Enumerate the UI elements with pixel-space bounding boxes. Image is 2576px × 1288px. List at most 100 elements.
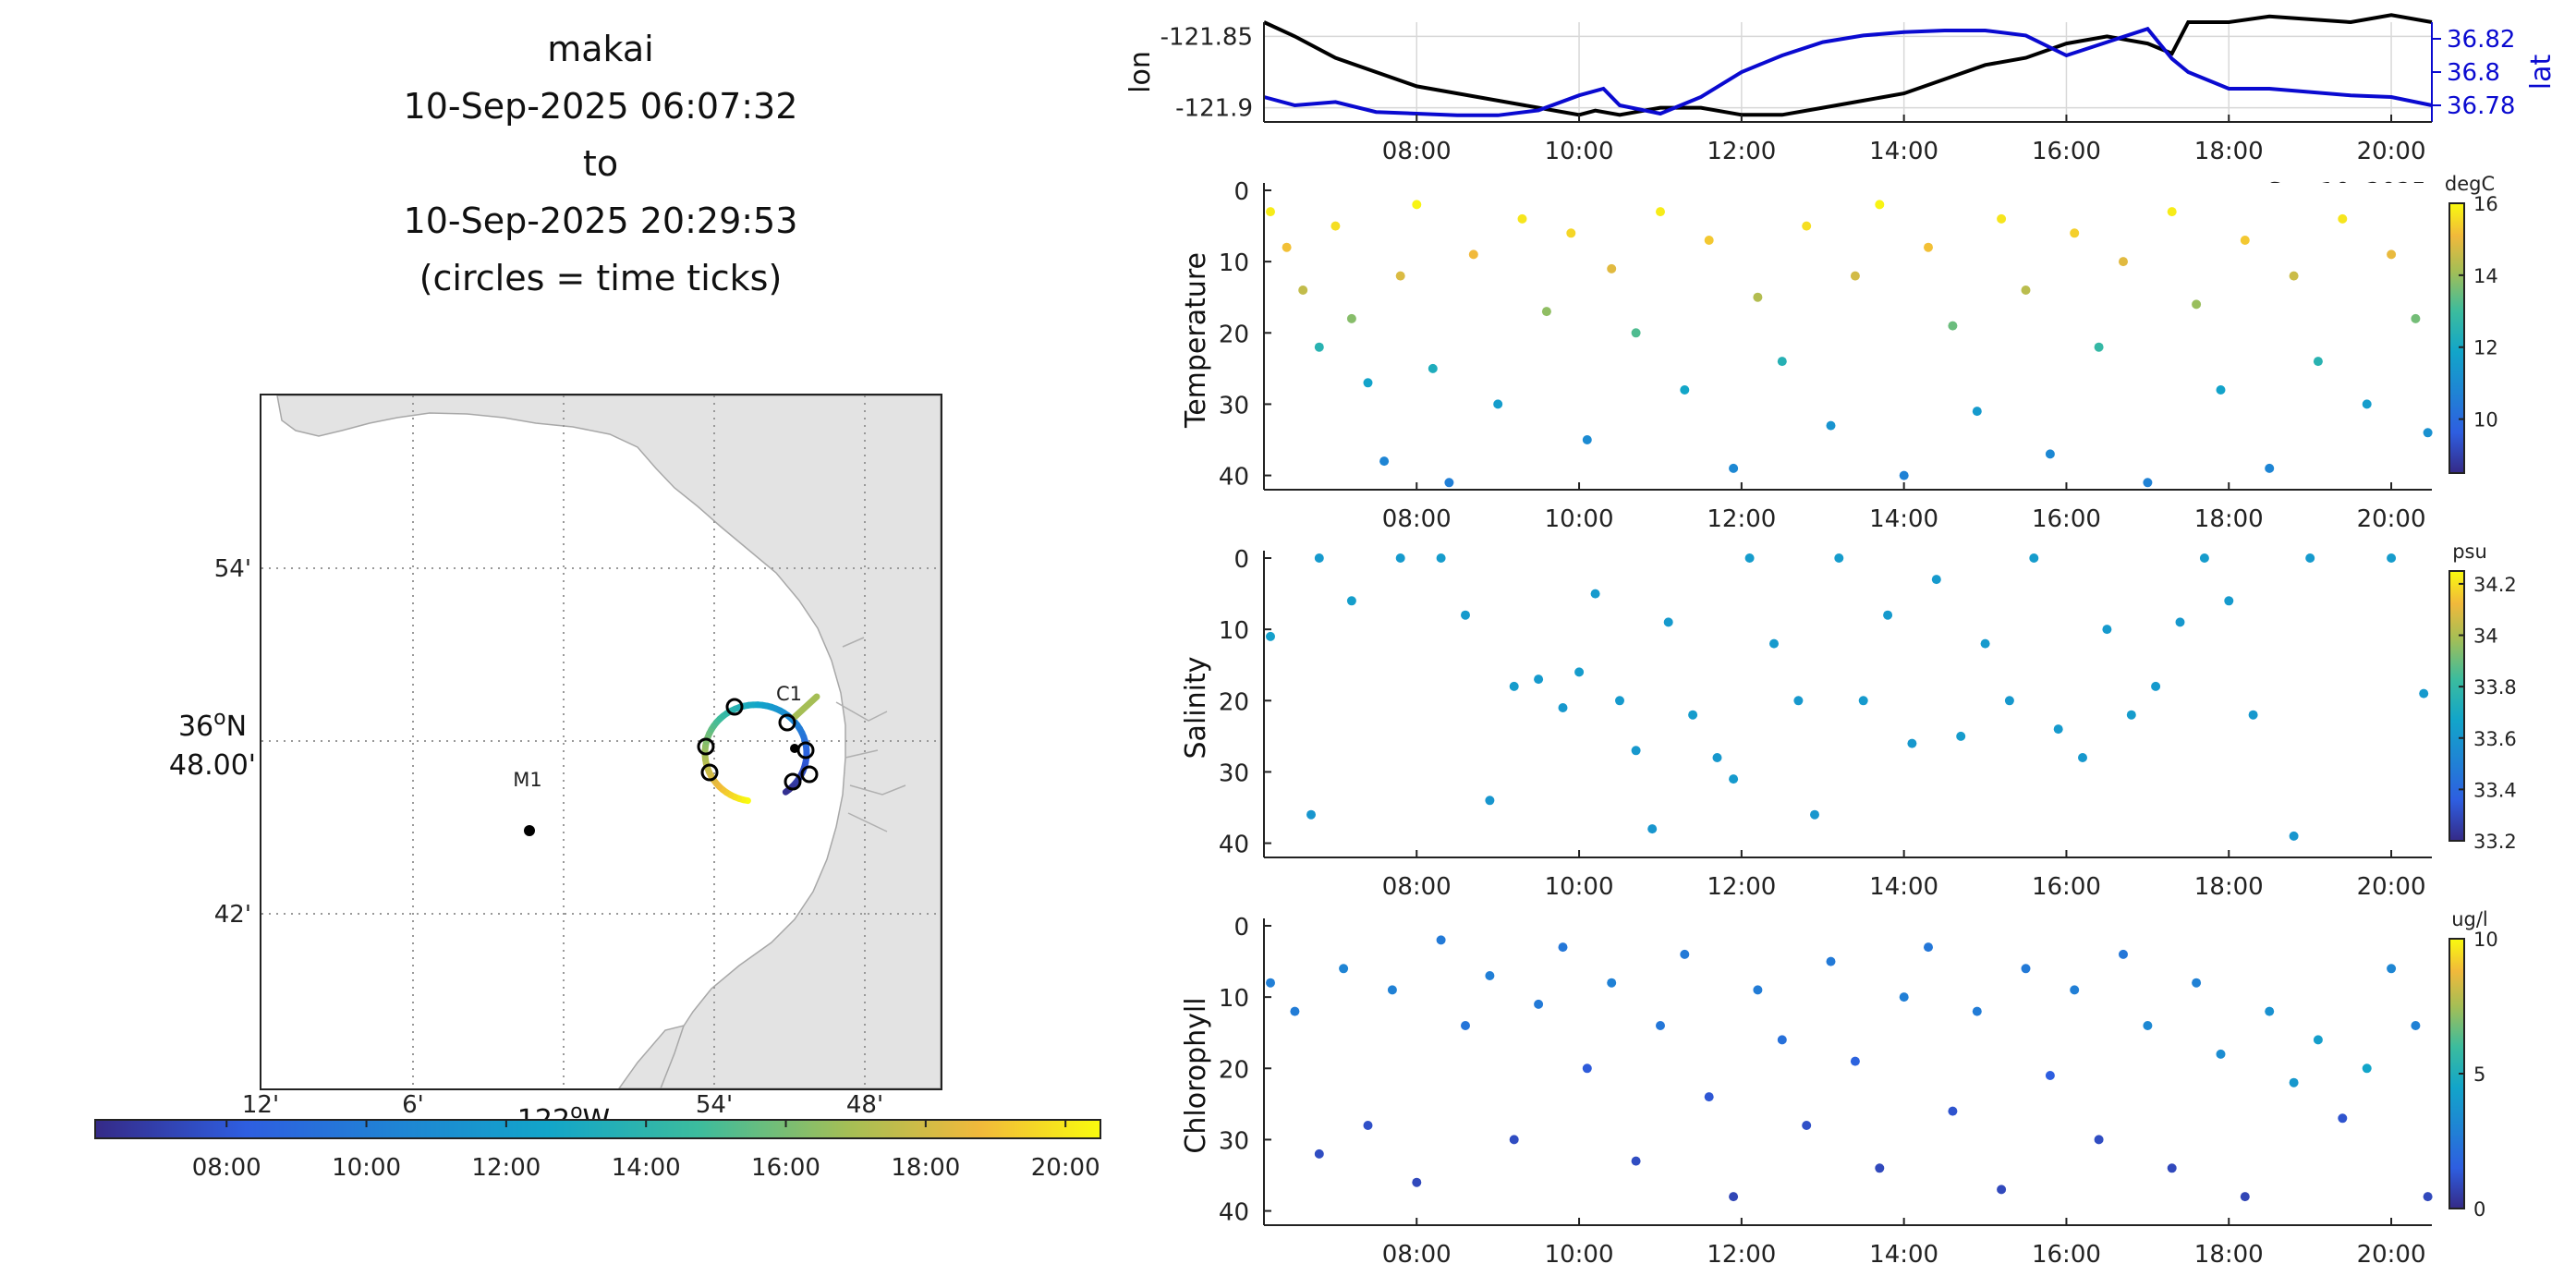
y-tick-label: 30 (1219, 1127, 1249, 1155)
colorbar (2448, 570, 2465, 842)
data-point (2313, 1035, 2323, 1045)
x-tick-label: 08:00 (1382, 138, 1452, 165)
map-lat-deg-symbol: o (213, 707, 225, 730)
data-point (1346, 313, 1356, 323)
data-point (2362, 399, 2372, 409)
data-point (1468, 249, 1478, 260)
data-point (1314, 553, 1324, 563)
data-point (1615, 696, 1624, 706)
coastline-land (276, 395, 941, 1088)
x-tick-label: 18:00 (2194, 505, 2264, 533)
data-point (1493, 399, 1503, 409)
data-point (1769, 638, 1779, 649)
data-point (2021, 964, 2031, 974)
data-point (1290, 1006, 1300, 1016)
x-tick-label: 14:00 (1869, 505, 1938, 533)
data-point (2313, 357, 2323, 367)
map-lon-tick-12: 12' (242, 1091, 279, 1119)
data-point (1558, 942, 1568, 953)
x-tick-label: 14:00 (1869, 873, 1938, 901)
data-point (2216, 385, 2226, 395)
data-point (2102, 625, 2112, 635)
x-tick-label: 12:00 (1707, 873, 1776, 901)
data-point (2423, 428, 2433, 438)
colorbar-tick-label: 10 (2473, 409, 2498, 431)
series-line-lat (1263, 26, 2433, 117)
time-colorbar-bar (94, 1119, 1101, 1139)
colorbar-tick-label: 34.2 (2473, 574, 2517, 596)
data-point (2216, 1049, 2226, 1059)
station-m1-label: M1 (513, 769, 541, 791)
data-point (1607, 263, 1617, 273)
lat-tick-label: 36.78 (2447, 92, 2515, 120)
y-axis-label: Chlorophyll (1180, 997, 1212, 1153)
data-point (2094, 342, 2104, 352)
colorbar-tick-label: 34 (2473, 626, 2498, 648)
y-axis-label: Salinity (1180, 657, 1212, 759)
y-tick-label: 40 (1219, 1199, 1249, 1227)
data-point (1346, 596, 1356, 606)
data-point (1574, 667, 1585, 677)
data-point (1753, 985, 1763, 995)
data-point (1826, 956, 1836, 966)
data-point (2248, 710, 2258, 720)
data-point (1558, 703, 1568, 712)
data-point (1428, 363, 1438, 373)
data-point (2175, 617, 2185, 627)
data-point (1802, 1121, 1812, 1130)
data-point (1793, 696, 1804, 706)
time-tick-circle (778, 713, 796, 732)
colorbar-tick-label: 12:00 (471, 1154, 541, 1182)
data-point (1339, 964, 1349, 974)
time-colorbar: 08:00 10:00 12:00 14:00 16:00 18:00 20:00 (94, 1119, 1101, 1182)
colorbar-tick-label: 10 (2473, 929, 2498, 951)
data-point (2029, 553, 2039, 563)
data-point (1298, 286, 1308, 295)
colorbar-units: psu (2452, 541, 2487, 563)
time-tick-circle (800, 765, 819, 784)
data-point (1688, 710, 1698, 720)
x-tick-label: 10:00 (1545, 138, 1614, 165)
map-grid (261, 395, 941, 1088)
data-point (1899, 470, 1909, 480)
lat-tick-label: 36.82 (2447, 26, 2515, 54)
data-point (1802, 221, 1812, 231)
y-tick-label: 20 (1219, 321, 1249, 348)
y-tick-label: 0 (1233, 914, 1249, 942)
data-point (2305, 553, 2315, 563)
y-tick-label: 30 (1219, 392, 1249, 419)
data-point (1582, 435, 1592, 444)
data-point (1907, 738, 1917, 748)
data-point (1461, 610, 1470, 620)
data-point (2167, 207, 2177, 217)
colorbar-tick-label: 5 (2473, 1063, 2485, 1086)
x-tick-label: 10:00 (1545, 1241, 1614, 1269)
data-point (1875, 200, 1885, 210)
data-point (2387, 553, 2397, 563)
colorbar-tick-label: 14:00 (612, 1154, 681, 1182)
data-point (2362, 1063, 2372, 1074)
y-tick-label: 10 (1219, 249, 1249, 277)
data-point (2240, 1192, 2250, 1202)
x-tick-label: 18:00 (2194, 873, 2264, 901)
x-tick-label: 16:00 (2032, 138, 2101, 165)
data-point (1997, 213, 2007, 224)
map-lat-center-label: 36oN (178, 707, 247, 743)
x-tick-label: 14:00 (1869, 138, 1938, 165)
plot-area (1264, 918, 2432, 1225)
data-point (1306, 809, 1316, 820)
time-colorbar-ticks: 08:00 10:00 12:00 14:00 16:00 18:00 20:00 (192, 1120, 1100, 1182)
data-point (1363, 378, 1373, 388)
colorbar-tick-label: 16:00 (751, 1154, 820, 1182)
data-point (1534, 999, 1544, 1009)
data-point (2045, 1071, 2055, 1080)
data-point (2224, 596, 2234, 606)
x-tick-label: 10:00 (1545, 873, 1614, 901)
y-tick-label: 20 (1219, 1056, 1249, 1084)
data-point (1631, 746, 1641, 756)
station-c1-label: C1 (776, 683, 802, 705)
data-point (2143, 1021, 2153, 1030)
data-point (1729, 463, 1739, 473)
data-point (1744, 553, 1755, 563)
data-point (1266, 978, 1275, 988)
